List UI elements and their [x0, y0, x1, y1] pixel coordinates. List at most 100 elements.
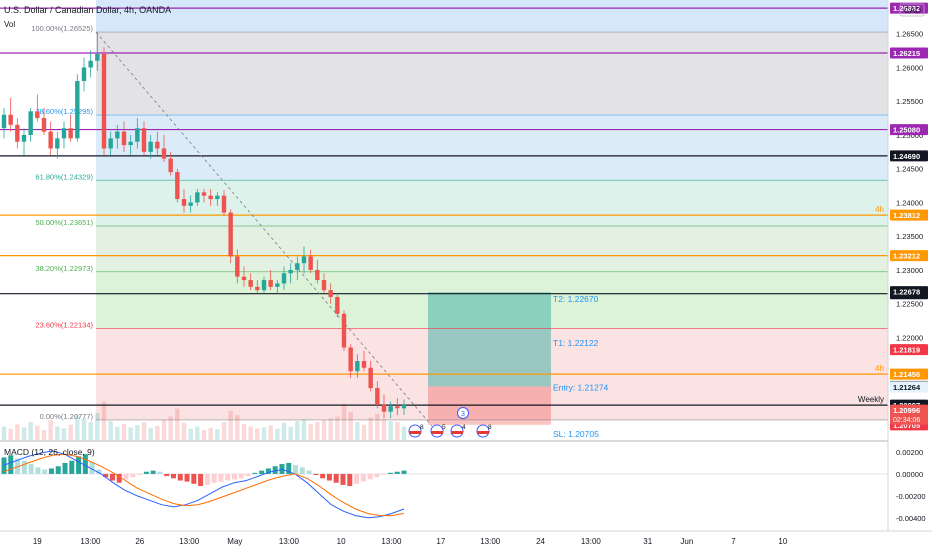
- horizontal-lines[interactable]: 4h 4h Weekly: [0, 7, 888, 406]
- macd-histogram-bar: [387, 472, 393, 474]
- time-tick-label: 13:00: [179, 537, 200, 546]
- volume-bar: [228, 410, 233, 440]
- macd-histogram-bar: [15, 458, 21, 474]
- candle-body: [341, 313, 347, 348]
- candle-body: [175, 172, 180, 200]
- event-badge[interactable]: 3: [457, 407, 469, 419]
- price-tick-label: 1.22500: [896, 300, 923, 309]
- time-tick-label: Jun: [680, 537, 693, 546]
- macd-histogram-bar: [198, 473, 204, 486]
- us-flag-icon[interactable]: 8: [408, 424, 424, 438]
- candle-body: [115, 131, 120, 139]
- candle-body: [21, 134, 27, 142]
- chart-header: U.S. Dollar / Canadian Dollar, 4h, OANDA…: [4, 5, 921, 457]
- macd-tick-label: 0.00200: [896, 448, 923, 457]
- volume-bar: [355, 422, 360, 440]
- fib-level-label: 38.20%(1.22973): [35, 264, 93, 273]
- event-badge-circle: [457, 407, 469, 419]
- current-price-tag[interactable]: 1.20996 02:34:06: [890, 404, 928, 425]
- volume-bar: [81, 418, 87, 440]
- fib-zone-4: [96, 226, 888, 272]
- time-tick-label: 10: [337, 537, 346, 546]
- candle-body: [75, 80, 80, 139]
- line-price-tag[interactable]: 1.23212: [890, 250, 928, 262]
- currency-box[interactable]: [899, 3, 925, 17]
- volume-bar: [188, 428, 193, 440]
- candle-body: [361, 361, 367, 368]
- line-label: Weekly: [858, 395, 884, 404]
- volume-bar: [255, 428, 260, 440]
- volume-bar: [301, 419, 307, 440]
- macd-histogram-bar: [225, 473, 231, 481]
- volume-bar: [108, 421, 113, 440]
- candle-body: [61, 128, 67, 139]
- macd-histogram-bar: [42, 469, 48, 474]
- volume-bar: [75, 415, 80, 440]
- line-price-tag[interactable]: 1.26215: [890, 47, 928, 59]
- candle-body: [348, 347, 353, 372]
- macd-tick-label: -0.00400: [896, 514, 926, 523]
- fib-zone-0: [96, 0, 888, 33]
- line-price-tag[interactable]: 1.21456: [890, 368, 928, 380]
- price-tag-text: 1.24690: [893, 152, 920, 161]
- price-tick-label: 1.24000: [896, 198, 923, 207]
- price-tag[interactable]: 1.21264: [890, 381, 928, 393]
- macd-histogram-bar: [286, 462, 292, 474]
- macd-histogram-bar: [347, 473, 353, 486]
- candle-body: [288, 269, 293, 274]
- macd-histogram-bar: [381, 473, 387, 476]
- volume-bar: [195, 426, 200, 440]
- macd-label[interactable]: MACD (12, 26, close, 9): [4, 447, 95, 457]
- line-price-tag[interactable]: 1.23812: [890, 209, 928, 221]
- symbol-title[interactable]: U.S. Dollar / Canadian Dollar, 4h, OANDA: [4, 5, 171, 15]
- fib-level-label: 61.80%(1.24329): [35, 172, 93, 181]
- candle-body: [315, 269, 320, 281]
- candle-body: [201, 192, 207, 196]
- price-tag[interactable]: 1.22678: [890, 286, 928, 298]
- candle-body: [55, 138, 60, 149]
- candle-body: [321, 280, 327, 291]
- volume-bar: [148, 427, 153, 440]
- us-flag-icon[interactable]: 4: [450, 424, 466, 438]
- price-tag-bg: [890, 250, 928, 262]
- candle-body: [41, 118, 47, 132]
- volume-label[interactable]: Vol: [4, 20, 15, 29]
- macd-histogram-bar: [62, 462, 68, 474]
- trendline[interactable]: [95, 31, 433, 427]
- macd-histogram-bar: [76, 456, 82, 474]
- price-tag-bg: [890, 286, 928, 298]
- us-flag-icon[interactable]: 5: [430, 424, 446, 438]
- target1-label: T1: 1.22122: [553, 338, 599, 348]
- candle-body: [368, 367, 373, 389]
- profit-zone[interactable]: [428, 292, 551, 387]
- volume-bar: [361, 424, 367, 440]
- volume-bar: [381, 419, 387, 440]
- fib-zones: [96, 0, 888, 420]
- macd-histogram-bar: [326, 473, 332, 481]
- price-axis-bg: [888, 0, 932, 531]
- volume-bar: [308, 423, 313, 440]
- volume-bar: [221, 422, 227, 440]
- price-axis[interactable]: 1.26500 1.26000 1.25500 1.25000 1.24500 1.240…: [887, 0, 932, 531]
- price-tag[interactable]: 1.21819: [890, 344, 928, 356]
- currency-label[interactable]: CAD: [904, 6, 921, 15]
- volume-bar: [55, 426, 60, 440]
- candle-body: [381, 404, 387, 412]
- line-price-tag[interactable]: 1.26882: [890, 2, 928, 14]
- candle-body: [355, 361, 360, 372]
- fib-level-label: 23.60%(1.22134): [35, 320, 93, 329]
- macd-histogram-bar: [204, 473, 210, 485]
- price-tick-label: 1.23500: [896, 232, 923, 241]
- fib-lines[interactable]: 100.00%(1.26525) 78.60%(1.25295) 61.80%(1.…: [31, 24, 888, 421]
- volume-bar: [21, 427, 27, 440]
- macd-histogram-bar: [259, 470, 265, 474]
- line-price-tag[interactable]: 1.25080: [890, 124, 928, 136]
- time-axis[interactable]: 19 13:00 26 13:00 May 13:00 10 13:00 17 13:00 24 13…: [0, 530, 932, 546]
- us-flag-icon[interactable]: 8: [476, 424, 492, 438]
- macd-histogram-bar: [137, 473, 143, 476]
- line-price-tag[interactable]: 1.24690: [890, 150, 928, 162]
- diagonal-trendline[interactable]: [95, 31, 433, 427]
- events-row[interactable]: 8 5 4 8 3: [408, 407, 492, 438]
